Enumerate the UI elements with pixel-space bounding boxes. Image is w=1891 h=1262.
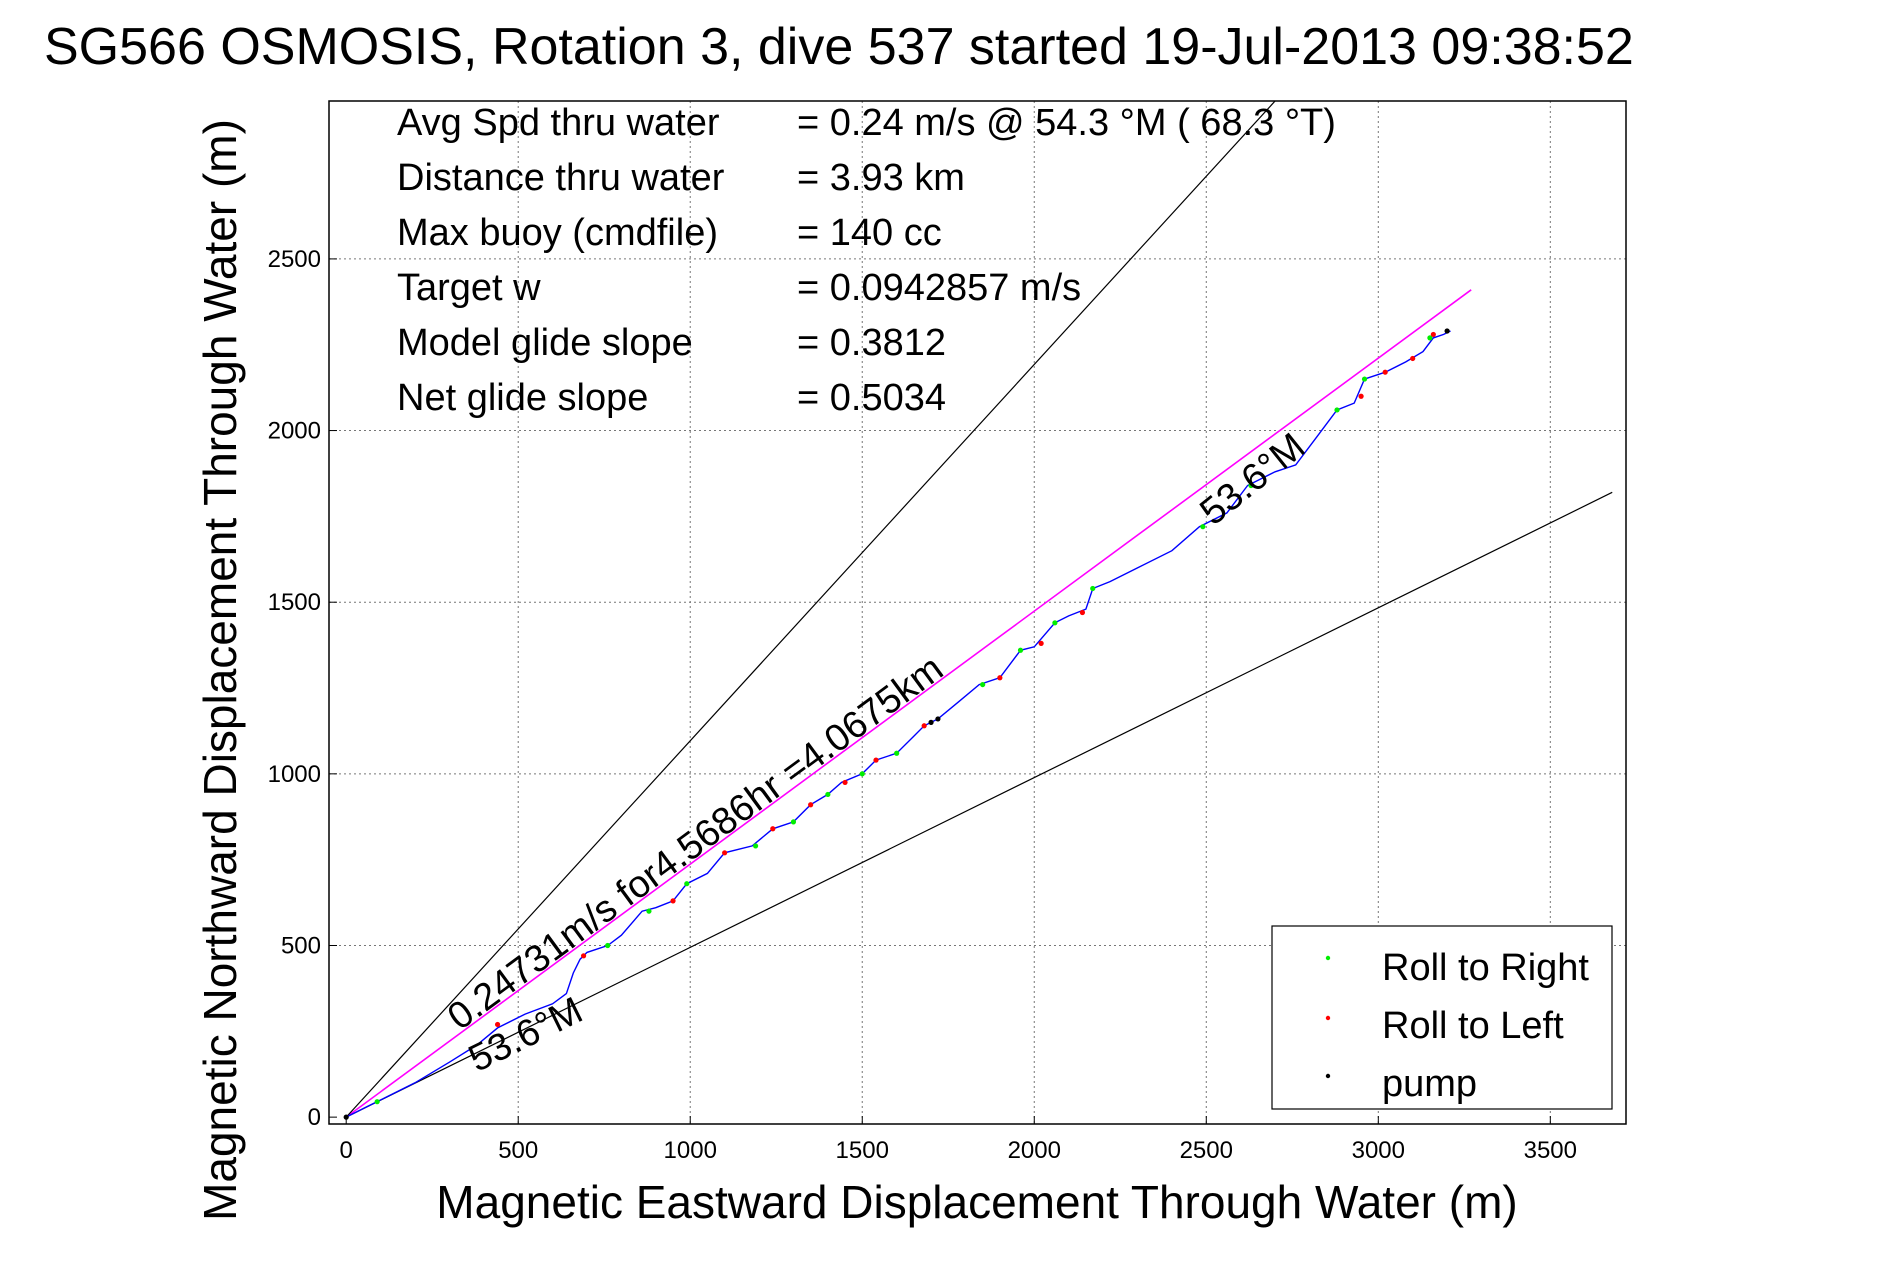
marker-roll-to-right bbox=[1427, 335, 1433, 341]
marker-roll-to-left bbox=[1430, 331, 1436, 338]
marker-roll-to-left bbox=[722, 850, 728, 856]
marker-roll-to-right bbox=[1200, 524, 1206, 530]
legend: Roll to Right Roll to Left pump bbox=[1271, 925, 1613, 1110]
marker-roll-to-left bbox=[1382, 369, 1388, 375]
y-tick-label: 2500 bbox=[268, 246, 321, 273]
stats-block: Avg Spd thru water = 0.24 m/s @ 54.3 °M (… bbox=[397, 102, 1336, 419]
stat-value: = 0.3812 bbox=[797, 322, 946, 364]
x-tick-label: 1000 bbox=[664, 1137, 717, 1164]
legend-roll-left-marker bbox=[1325, 1015, 1331, 1021]
stat-value: = 0.0942857 m/s bbox=[797, 267, 1081, 309]
plot-area bbox=[328, 100, 1627, 1125]
marker-roll-to-left bbox=[1038, 640, 1044, 646]
marker-roll-to-right bbox=[684, 881, 690, 887]
annotations: 0.24731m/s for4.5686hr =4.0675km53.6°M53… bbox=[440, 425, 1313, 1080]
marker-roll-to-left bbox=[494, 1021, 501, 1028]
marker-pump bbox=[935, 716, 941, 722]
marker-roll-to-right bbox=[646, 908, 652, 914]
stat-value: = 3.93 km bbox=[797, 157, 965, 199]
glider-track-line bbox=[345, 330, 1451, 1118]
stat-label: Target w bbox=[397, 267, 541, 309]
marker-roll-to-right bbox=[752, 843, 759, 849]
y-tick-label: 2000 bbox=[268, 418, 321, 445]
stat-label: Avg Spd thru water bbox=[397, 102, 720, 144]
chart-title: SG566 OSMOSIS, Rotation 3, dive 537 star… bbox=[44, 18, 1634, 76]
net-displacement-line bbox=[345, 289, 1472, 1118]
marker-roll-to-right bbox=[825, 791, 831, 798]
marker-roll-to-left bbox=[842, 779, 848, 786]
x-tick-label: 0 bbox=[340, 1137, 353, 1164]
x-tick-label: 3500 bbox=[1524, 1137, 1577, 1164]
marker-roll-to-left bbox=[997, 675, 1003, 681]
heading-reference-line bbox=[345, 100, 1276, 1118]
marker-roll-to-left bbox=[580, 953, 587, 959]
heading-reference-line bbox=[345, 491, 1613, 1118]
legend-roll-right-label: Roll to Right bbox=[1382, 947, 1589, 989]
stat-value: = 0.24 m/s @ 54.3 °M ( 68.3 °T) bbox=[797, 102, 1336, 144]
y-tick-label: 1000 bbox=[268, 761, 321, 788]
marker-roll-to-right bbox=[1248, 482, 1254, 489]
marker-roll-to-left bbox=[873, 757, 879, 763]
stat-label: Net glide slope bbox=[397, 377, 648, 419]
marker-roll-to-right bbox=[605, 942, 611, 949]
legend-roll-right-marker bbox=[1325, 955, 1331, 961]
stat-value: = 140 cc bbox=[797, 212, 942, 254]
marker-roll-to-right bbox=[790, 819, 797, 825]
stat-label: Max buoy (cmdfile) bbox=[397, 212, 718, 254]
x-axis-label: Magnetic Eastward Displacement Through W… bbox=[436, 1176, 1517, 1228]
marker-roll-to-right bbox=[374, 1099, 380, 1105]
stat-value: = 0.5034 bbox=[797, 377, 946, 419]
reference-lines bbox=[345, 100, 1613, 1118]
marker-roll-to-left bbox=[1358, 393, 1364, 399]
marker-roll-to-left bbox=[1410, 355, 1416, 362]
annotation-label: 0.24731m/s for4.5686hr =4.0675km bbox=[440, 647, 951, 1038]
marker-roll-to-right bbox=[1052, 620, 1058, 626]
x-tick-label: 2000 bbox=[1008, 1137, 1061, 1164]
marker-roll-to-right bbox=[894, 750, 900, 756]
series-layer bbox=[345, 330, 1451, 1118]
marker-pump bbox=[1444, 328, 1450, 334]
annotation-label: 53.6°M bbox=[1193, 425, 1314, 533]
marker-roll-to-left bbox=[770, 826, 776, 832]
legend-roll-left-label: Roll to Left bbox=[1382, 1005, 1564, 1047]
x-tick-label: 3000 bbox=[1352, 1137, 1405, 1164]
marker-roll-to-left bbox=[921, 723, 927, 729]
x-tick-label: 1500 bbox=[836, 1137, 889, 1164]
x-tick-label: 500 bbox=[498, 1137, 538, 1164]
marker-roll-to-right bbox=[1361, 376, 1368, 382]
y-axis-label: Magnetic Northward Displacement Through … bbox=[194, 119, 246, 1221]
stat-label: Distance thru water bbox=[397, 157, 725, 199]
y-tick-label: 0 bbox=[308, 1104, 321, 1131]
marker-roll-to-right bbox=[859, 771, 865, 777]
ticks: 0 500 1000 1500 2000 2500 3000 3500 0 500 1000 1500… bbox=[268, 246, 1577, 1164]
marker-pump bbox=[928, 719, 934, 725]
marker-roll-to-right bbox=[980, 681, 986, 688]
legend-pump-marker bbox=[1325, 1073, 1331, 1079]
stat-label: Model glide slope bbox=[397, 322, 693, 364]
marker-roll-to-right bbox=[1334, 407, 1340, 413]
y-tick-label: 1500 bbox=[268, 589, 321, 616]
y-tick-label: 500 bbox=[281, 932, 321, 959]
markers-layer bbox=[343, 328, 1450, 1120]
marker-roll-to-left bbox=[808, 802, 814, 808]
legend-pump-label: pump bbox=[1382, 1063, 1477, 1105]
marker-roll-to-left bbox=[1079, 609, 1086, 616]
marker-roll-to-right bbox=[1090, 585, 1096, 592]
x-tick-label: 2500 bbox=[1180, 1137, 1233, 1164]
marker-roll-to-left bbox=[670, 898, 676, 904]
marker-roll-to-right bbox=[1017, 647, 1024, 653]
